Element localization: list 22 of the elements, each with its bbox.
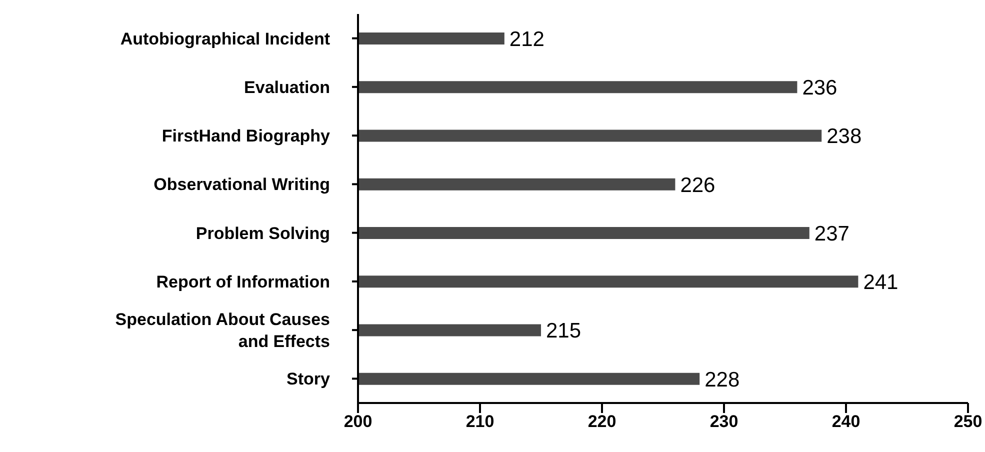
- data-label: 228: [704, 368, 740, 392]
- data-label: 236: [802, 76, 838, 100]
- y-tick-label: Report of Information: [156, 272, 330, 291]
- x-tick-label: 230: [710, 412, 738, 432]
- y-tick-label: Observational Writing: [154, 174, 330, 194]
- data-label: 226: [680, 174, 716, 197]
- x-tick-label: 250: [954, 412, 982, 432]
- x-tick-label: 200: [344, 412, 372, 432]
- y-tick-label: Story: [286, 369, 331, 388]
- data-label: 238: [826, 125, 862, 148]
- y-tick-label: Speculation About Causes and Effects: [115, 310, 330, 351]
- data-label: 212: [509, 28, 544, 51]
- x-tick-label: 210: [466, 412, 494, 432]
- x-tick-label: 220: [588, 412, 616, 432]
- data-label: 215: [546, 320, 582, 343]
- x-tick-label: 240: [832, 412, 860, 432]
- data-label: 237: [814, 222, 850, 246]
- data-label: 241: [863, 271, 898, 294]
- y-tick-label: Autobiographical Incident: [120, 28, 330, 48]
- y-tick-label: Evaluation: [244, 77, 330, 96]
- y-tick-label: Problem Solving: [196, 223, 330, 242]
- y-tick-label: FirstHand Biography: [162, 126, 331, 146]
